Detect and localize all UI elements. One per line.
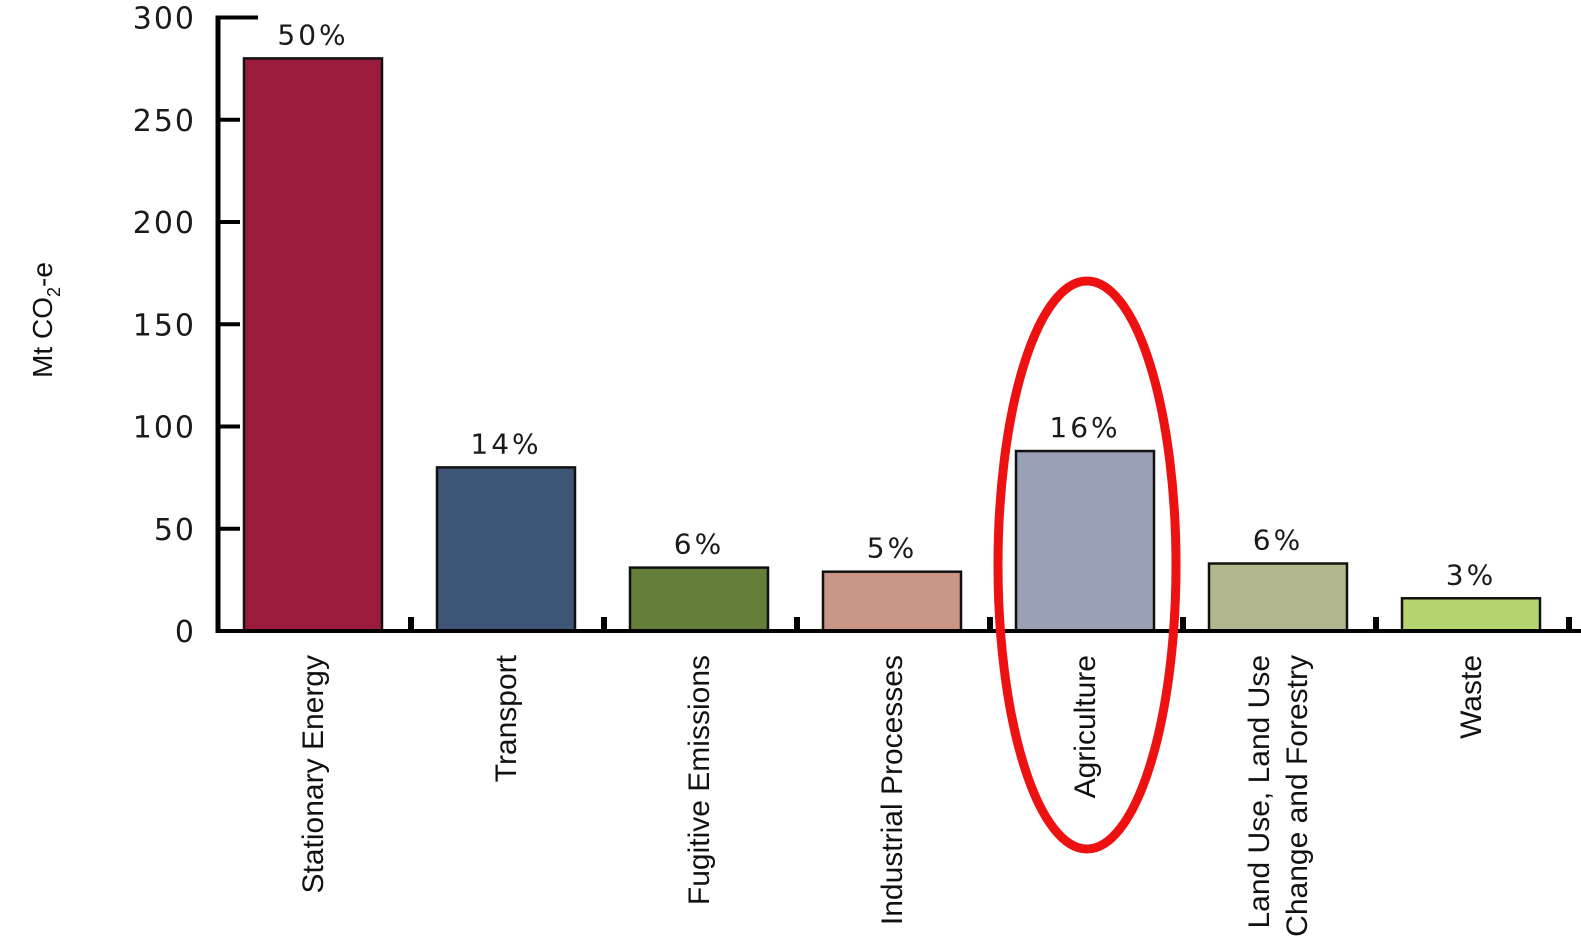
bar-data-label: 14% <box>470 427 541 460</box>
x-tick-mark <box>601 617 607 631</box>
category-label: Agriculture <box>1069 655 1102 798</box>
highlight <box>993 276 1181 854</box>
x-tick-mark <box>408 617 414 631</box>
bar <box>1400 597 1542 633</box>
category-label: Transport <box>490 654 523 782</box>
y-axis: 0 50 100 150 200 250 300 <box>133 2 258 650</box>
x-tick-mark <box>1566 617 1572 631</box>
category-label: Change and Forestry <box>1281 655 1314 937</box>
data-labels: 50% 14% 6% 5% 16% 6% 3% <box>277 18 1496 591</box>
x-tick-mark <box>1373 617 1379 631</box>
category-label: Land Use, Land Use <box>1243 655 1276 929</box>
bar-data-label: 3% <box>1446 558 1496 591</box>
x-axis <box>216 617 1581 633</box>
bars <box>242 57 1542 633</box>
bar <box>821 570 963 633</box>
y-axis-title: Mt CO2-e <box>27 262 64 378</box>
y-tick-label: 50 <box>154 513 196 548</box>
bar <box>1207 562 1349 633</box>
category-label: Stationary Energy <box>297 655 330 893</box>
bar-data-label: 16% <box>1049 411 1120 444</box>
x-tick-mark <box>987 617 993 631</box>
y-tick-label: 100 <box>133 411 196 446</box>
y-axis-title-subscript: 2 <box>44 287 64 297</box>
category-label: Industrial Processes <box>876 655 909 925</box>
highlight-ellipse <box>993 276 1181 854</box>
bar-data-label: 6% <box>674 528 724 561</box>
y-tick-label: 0 <box>175 615 196 650</box>
y-tick-label: 300 <box>133 2 196 37</box>
category-label: Waste <box>1455 655 1488 739</box>
y-tick-label: 250 <box>133 104 196 139</box>
y-axis-title-main: Mt CO <box>27 297 58 378</box>
bar <box>1014 449 1156 633</box>
y-tick-label: 150 <box>133 308 196 343</box>
bar <box>628 566 770 633</box>
y-axis-title-suffix: -e <box>27 262 58 287</box>
category-labels: Stationary Energy Transport Fugitive Emiss… <box>297 654 1488 936</box>
x-tick-mark <box>794 617 800 631</box>
y-tick-label: 200 <box>133 206 196 241</box>
bar <box>242 57 384 633</box>
bar <box>435 466 577 633</box>
bar-data-label: 50% <box>277 18 348 51</box>
bar-data-label: 5% <box>867 532 917 565</box>
x-tick-mark <box>1180 617 1186 631</box>
bar-data-label: 6% <box>1253 524 1303 557</box>
category-label: Fugitive Emissions <box>683 655 716 905</box>
